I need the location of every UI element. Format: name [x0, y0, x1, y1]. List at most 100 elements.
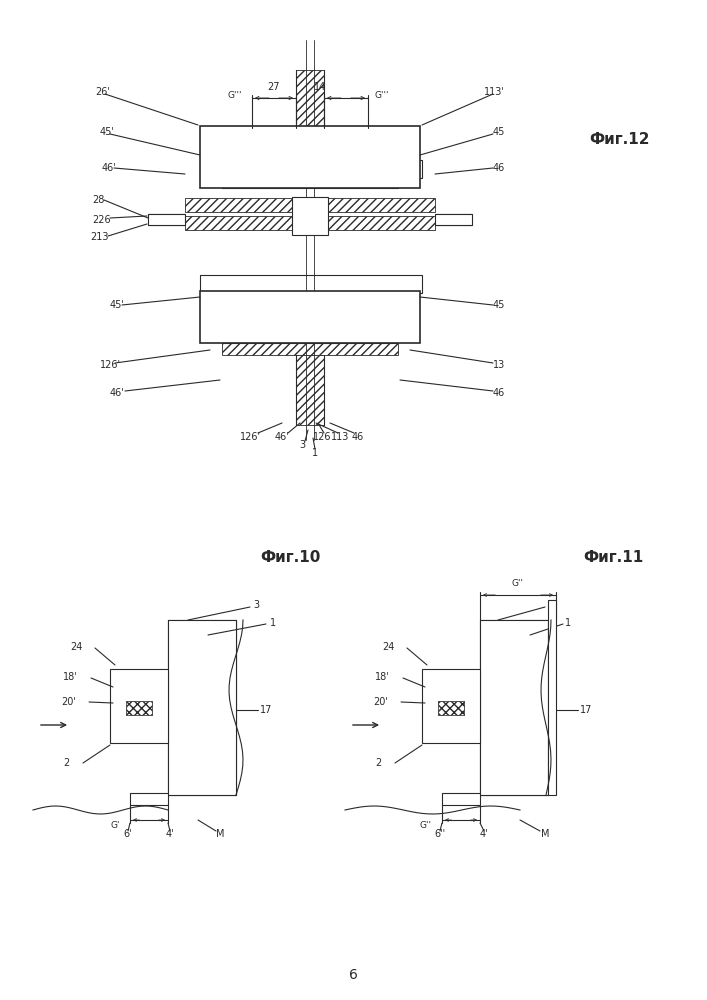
- Text: 18': 18': [63, 672, 78, 682]
- Bar: [398, 160, 420, 178]
- Text: 46: 46: [352, 432, 364, 442]
- Text: 45': 45': [110, 300, 125, 310]
- Bar: [370, 293, 398, 343]
- Bar: [130, 793, 168, 805]
- Text: 46': 46': [102, 163, 117, 173]
- Polygon shape: [222, 293, 398, 343]
- Bar: [120, 719, 160, 735]
- Polygon shape: [222, 140, 398, 188]
- Text: 4': 4': [479, 829, 489, 839]
- Polygon shape: [222, 293, 296, 343]
- Text: 126': 126': [100, 360, 121, 370]
- Text: 46': 46': [110, 388, 124, 398]
- Text: 1: 1: [270, 618, 276, 628]
- Text: 24: 24: [382, 642, 395, 652]
- Bar: [422, 669, 480, 743]
- Text: 126': 126': [240, 432, 260, 442]
- Text: M: M: [216, 829, 224, 839]
- Bar: [426, 675, 476, 687]
- Text: 113: 113: [331, 432, 349, 442]
- Bar: [222, 128, 398, 140]
- Text: G'': G'': [420, 820, 432, 830]
- Bar: [168, 620, 236, 795]
- Text: G': G': [110, 820, 120, 830]
- Text: 18': 18': [375, 672, 390, 682]
- Bar: [480, 620, 548, 795]
- Bar: [442, 793, 480, 805]
- Text: G'': G'': [512, 580, 524, 588]
- Text: 45': 45': [100, 127, 115, 137]
- Bar: [548, 600, 556, 795]
- Text: 26': 26': [95, 87, 110, 97]
- Bar: [222, 293, 398, 343]
- Bar: [200, 160, 422, 178]
- Bar: [185, 216, 435, 230]
- Text: 14: 14: [314, 82, 326, 92]
- Text: 3: 3: [299, 440, 305, 450]
- Text: 20': 20': [61, 697, 76, 707]
- Text: 1: 1: [565, 618, 571, 628]
- Bar: [222, 138, 250, 188]
- Text: 13: 13: [493, 360, 505, 370]
- Text: 3: 3: [253, 600, 259, 610]
- Text: 45: 45: [493, 127, 505, 137]
- Polygon shape: [222, 140, 296, 188]
- Text: 46: 46: [493, 163, 505, 173]
- Text: 6'': 6'': [434, 829, 445, 839]
- Text: 6: 6: [349, 968, 358, 982]
- Bar: [130, 793, 168, 805]
- Bar: [200, 275, 222, 293]
- Text: 126: 126: [312, 432, 332, 442]
- Bar: [114, 675, 164, 687]
- Bar: [222, 293, 250, 343]
- Bar: [126, 701, 152, 715]
- Text: 45: 45: [493, 300, 505, 310]
- Text: Фиг.11: Фиг.11: [583, 550, 643, 564]
- Bar: [370, 138, 398, 188]
- Bar: [296, 355, 324, 425]
- Text: 6': 6': [124, 829, 132, 839]
- Bar: [398, 275, 420, 293]
- Text: Фиг.10: Фиг.10: [259, 550, 320, 564]
- Text: 20': 20': [373, 697, 388, 707]
- Text: G''': G''': [375, 91, 390, 100]
- Text: 113': 113': [484, 87, 505, 97]
- Text: 46': 46': [274, 432, 289, 442]
- Text: M: M: [541, 829, 549, 839]
- Polygon shape: [324, 140, 398, 188]
- Text: 213: 213: [90, 232, 108, 242]
- Bar: [200, 126, 420, 188]
- Bar: [438, 701, 464, 715]
- Text: 28: 28: [92, 195, 105, 205]
- Bar: [432, 685, 472, 710]
- Bar: [148, 214, 185, 225]
- Bar: [296, 70, 324, 135]
- Bar: [120, 685, 160, 710]
- Polygon shape: [324, 293, 398, 343]
- Text: 1: 1: [312, 448, 318, 458]
- Text: Фиг.12: Фиг.12: [590, 132, 650, 147]
- Bar: [168, 620, 236, 795]
- Bar: [432, 719, 472, 735]
- Bar: [185, 198, 435, 212]
- Bar: [292, 197, 328, 235]
- Text: 17: 17: [580, 705, 592, 715]
- Bar: [222, 138, 398, 188]
- Bar: [438, 701, 464, 715]
- Text: 27: 27: [268, 82, 280, 92]
- Bar: [110, 669, 168, 743]
- Text: 226: 226: [92, 215, 110, 225]
- Bar: [126, 701, 152, 715]
- Bar: [442, 793, 480, 805]
- Text: G''': G''': [228, 91, 243, 100]
- Text: 2: 2: [64, 758, 70, 768]
- Text: 3: 3: [547, 600, 553, 610]
- Bar: [480, 620, 548, 795]
- Text: 46: 46: [493, 388, 505, 398]
- Text: 4': 4': [165, 829, 175, 839]
- Bar: [222, 343, 398, 355]
- Text: 2: 2: [375, 758, 382, 768]
- Bar: [200, 291, 420, 343]
- Bar: [200, 275, 422, 293]
- Text: 24: 24: [71, 642, 83, 652]
